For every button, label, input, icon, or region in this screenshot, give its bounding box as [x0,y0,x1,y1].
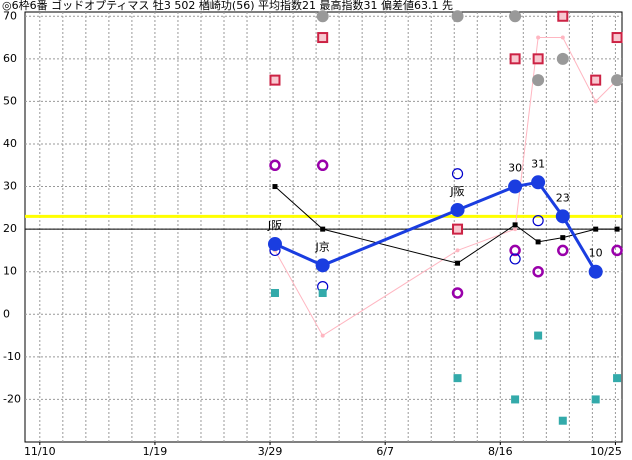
point [513,227,518,232]
point [614,226,620,232]
point [509,244,521,257]
point [611,244,623,257]
x-tick-label: 8/16 [488,445,513,458]
point [557,10,569,22]
point [455,260,461,266]
point [588,264,603,279]
point [532,74,545,87]
y-tick-label: 50 [3,94,17,107]
point [270,288,279,297]
point [317,32,329,44]
x-tick-label: 11/10 [24,445,56,458]
point [560,235,566,241]
point [451,287,464,299]
point [272,184,278,190]
x-tick-label: 1/19 [143,445,168,458]
y-tick-label: 30 [3,180,17,193]
y-tick-label: 20 [3,222,17,235]
point [509,53,521,65]
y-tick-label: 60 [3,52,17,65]
point [269,74,281,86]
x-tick-label: 10/25 [590,445,622,458]
point [591,395,600,404]
x-tick-label: 3/29 [258,445,283,458]
point [452,223,464,235]
point-label: 10 [589,247,603,260]
x-tick-label: 6/7 [376,445,394,458]
point [269,159,281,172]
point [509,253,521,265]
y-tick-label: 0 [3,307,10,320]
point-label: 23 [556,191,570,204]
point-label: J京 [315,239,330,253]
point-label: J阪 [267,218,282,232]
point [556,52,569,65]
point [511,395,520,404]
y-tick-label: 70 [3,9,17,22]
point [532,265,544,278]
series-line [274,186,618,264]
point [532,215,544,227]
point [613,374,622,383]
point-label: 30 [508,162,522,175]
point [593,99,598,104]
point [558,416,567,425]
point [611,74,624,87]
point [555,209,570,224]
point [451,10,464,23]
point [531,175,546,190]
point [450,202,465,217]
point [560,35,565,40]
y-tick-label: -10 [3,350,21,363]
point [590,74,602,86]
point [535,239,541,245]
point [509,10,522,23]
y-tick-label: -20 [3,392,21,405]
point [557,244,569,257]
point [508,179,523,194]
point [532,53,544,65]
point [318,288,327,297]
point [316,159,329,172]
point-label: 31 [531,157,545,170]
point [267,237,282,252]
point [455,248,460,253]
point [536,35,541,40]
y-tick-label: 10 [3,265,17,278]
point [453,374,462,383]
point [593,226,599,232]
point [315,258,330,273]
y-tick-label: 40 [3,137,17,150]
point-label: J阪 [449,184,464,198]
point [316,10,329,23]
point [534,331,543,340]
point [320,333,325,338]
point [320,226,326,232]
point [512,222,518,228]
point [611,32,623,44]
chart-title: ◎6枠6番 ゴッドオプティマス 牡3 502 楢崎功(56) 平均指数21 最高… [2,0,453,12]
point [451,168,464,180]
series-line [274,37,618,337]
